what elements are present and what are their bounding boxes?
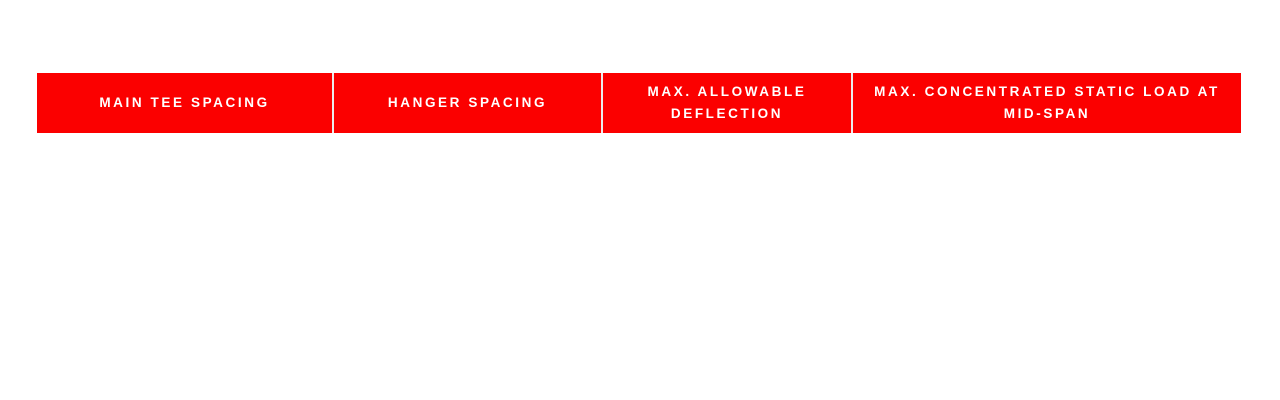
header-cell-max-allowable-deflection: MAX. ALLOWABLE DEFLECTION [603,73,851,133]
header-cell-hanger-spacing: HANGER SPACING [334,73,601,133]
header-label-main-tee-spacing: MAIN TEE SPACING [99,95,270,110]
header-label-max-allowable-deflection: MAX. ALLOWABLE DEFLECTION [647,84,807,121]
header-label-hanger-spacing: HANGER SPACING [387,95,548,110]
header-label-max-concentrated-static-load: MAX. CONCENTRATED STATIC LOAD AT MID-SPA… [874,84,1220,121]
header-cell-max-concentrated-static-load: MAX. CONCENTRATED STATIC LOAD AT MID-SPA… [853,73,1241,133]
header-cell-main-tee-spacing: MAIN TEE SPACING [37,73,332,133]
spec-table-header-row: MAIN TEE SPACING HANGER SPACING MAX. ALL… [37,73,1241,133]
